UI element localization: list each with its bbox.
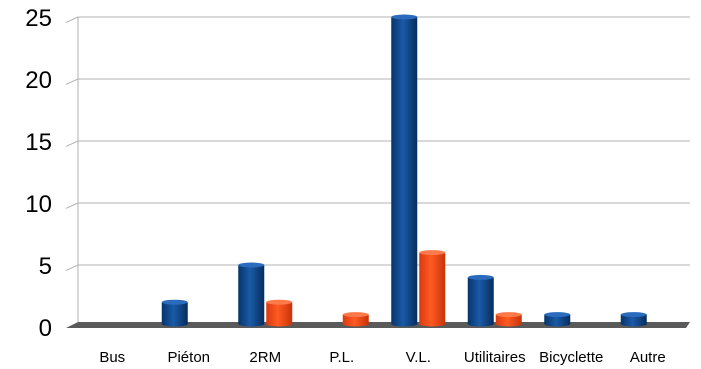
bar [467,274,494,327]
x-tick-label: Piéton [167,349,210,366]
bar-top [391,14,418,20]
bar-body [161,302,188,327]
bar [342,312,369,327]
x-tick-label: V.L. [406,349,431,366]
bar [238,262,265,327]
bar-body [544,314,571,327]
x-tick-label: Utilitaires [464,349,526,366]
axes [66,17,690,328]
bar-body [238,265,265,327]
x-tick-label: Autre [630,349,666,366]
bar-top [342,312,369,318]
bar-top [266,299,293,305]
x-tick-label: 2RM [249,349,281,366]
y-tick-label: 0 [39,315,52,342]
x-tick-label: P.L. [329,349,354,366]
gridline-side [65,140,79,147]
bar-top [544,312,571,318]
chart-floor [66,322,690,328]
bar-top [620,312,647,318]
bar-body [620,314,647,327]
gridline-side [65,202,79,209]
bar-body [266,302,293,327]
bar-top [419,250,446,256]
bar [391,14,418,327]
bar-top [495,312,522,318]
bar-body [467,277,494,327]
bar-body [342,314,369,327]
bar-body [495,314,522,327]
x-tick-label: Bicyclette [539,349,603,366]
y-tick-label: 5 [39,253,52,280]
y-tick-label: 15 [25,129,52,156]
grid [65,16,690,271]
y-tick-label: 20 [25,67,52,94]
y-tick-label: 10 [25,191,52,218]
bar-body [419,252,446,327]
bar-body [391,17,418,327]
bar [544,312,571,327]
bar [620,312,647,327]
bar [161,299,188,327]
x-tick-label: Bus [99,349,125,366]
bars [161,14,647,327]
gridline-side [65,264,79,271]
gridline-side [65,78,79,85]
gridline-side [65,16,79,23]
bar-top [467,274,494,280]
bar [266,299,293,327]
bar [495,312,522,327]
bar [419,250,446,327]
bar-top [161,299,188,305]
y-tick-label: 25 [25,5,52,32]
labels: 0 5 10 15 20 25 Bus Piéton 2RM P.L. V.L. Utilitaire… [25,5,665,366]
bar-top [238,262,265,268]
